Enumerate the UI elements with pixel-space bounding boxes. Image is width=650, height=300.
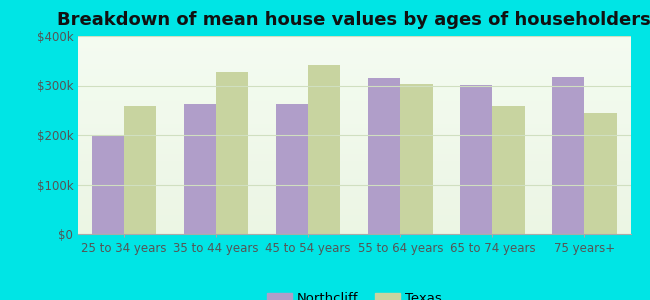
Bar: [493, 106, 525, 234]
Bar: [460, 85, 493, 234]
Bar: [584, 113, 617, 234]
Bar: [552, 76, 584, 234]
Bar: [308, 65, 341, 234]
Bar: [400, 84, 432, 234]
Bar: [276, 104, 308, 234]
Bar: [216, 72, 248, 234]
Bar: [184, 104, 216, 234]
Bar: [92, 135, 124, 234]
Title: Breakdown of mean house values by ages of householders: Breakdown of mean house values by ages o…: [57, 11, 650, 29]
Bar: [368, 78, 400, 234]
Bar: [124, 106, 156, 234]
Legend: Northcliff, Texas: Northcliff, Texas: [261, 286, 447, 300]
